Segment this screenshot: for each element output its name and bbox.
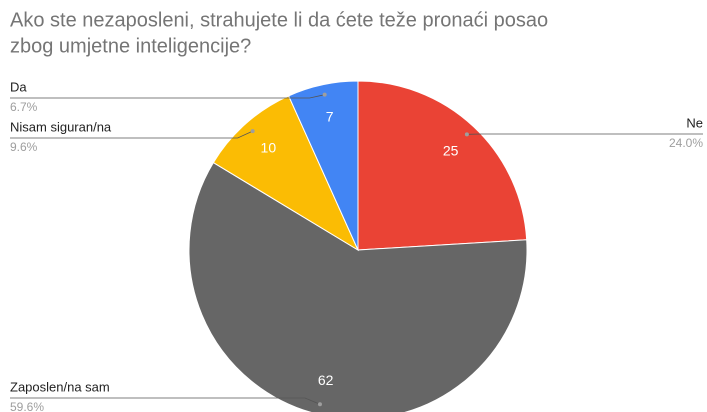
legend-percent: 9.6% bbox=[10, 140, 38, 154]
slice-value-label: 25 bbox=[443, 142, 459, 158]
slice-value-label: 62 bbox=[318, 372, 334, 388]
legend-percent: 59.6% bbox=[10, 400, 44, 412]
chart-title: Ako ste nezaposleni, strahujete li da će… bbox=[10, 9, 548, 31]
pie-slice bbox=[287, 80, 359, 251]
chart-title: zbog umjetne inteligencije? bbox=[10, 35, 251, 57]
leader-line bbox=[10, 94, 325, 99]
leader-line bbox=[10, 397, 321, 405]
slice-value-label: 10 bbox=[261, 140, 277, 156]
legend-label: Da bbox=[10, 79, 27, 94]
legend-label: Ne bbox=[686, 115, 703, 130]
slice-value-label: 7 bbox=[326, 109, 334, 125]
legend-label: Zaposlen/na sam bbox=[10, 379, 110, 394]
legend-percent: 24.0% bbox=[669, 136, 703, 150]
leader-dot bbox=[464, 132, 469, 137]
leader-line bbox=[10, 130, 253, 139]
leader-dot bbox=[317, 402, 322, 407]
leader-dot bbox=[322, 92, 327, 97]
legend-percent: 6.7% bbox=[10, 100, 38, 114]
pie-slice bbox=[357, 80, 528, 251]
legend-label: Nisam siguran/na bbox=[10, 119, 112, 134]
pie-slice bbox=[212, 95, 360, 252]
pie-slice bbox=[188, 161, 528, 412]
leader-dot bbox=[250, 129, 255, 134]
